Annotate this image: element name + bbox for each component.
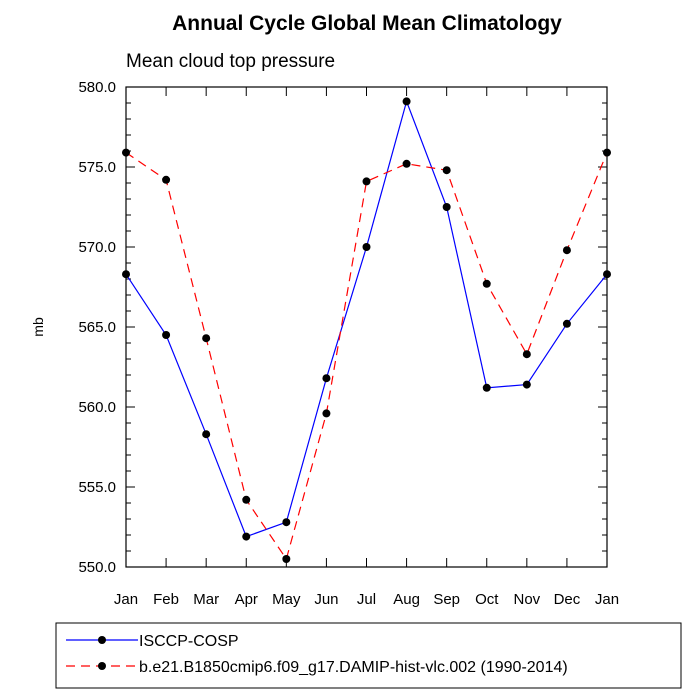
series-line-2 (125, 152, 608, 561)
series-2-point (202, 334, 211, 343)
series-1-point (562, 319, 571, 328)
legend-marker-1 (98, 636, 106, 644)
series-1-point (603, 270, 611, 279)
series-2-point (282, 555, 291, 563)
chart-title: Annual Cycle Global Mean Climatology (172, 12, 562, 35)
legend-marker-2 (98, 662, 106, 670)
series-2-point (322, 409, 331, 418)
x-tick-label: Apr (235, 591, 258, 608)
x-tick-label: Jan (114, 591, 138, 608)
series-2-point (162, 175, 171, 184)
y-tick-label: 575.0 (78, 159, 116, 176)
series-1-point (122, 270, 130, 279)
series-1-point (522, 380, 531, 389)
series-line-1 (125, 99, 608, 538)
x-tick-label: May (272, 591, 301, 608)
series-1-point (362, 243, 371, 251)
series-1-point (322, 374, 331, 383)
x-tick-label: Jul (357, 591, 376, 608)
x-tick-label: Jun (314, 591, 338, 608)
series-2-point (522, 350, 531, 359)
series-2-point (242, 495, 251, 504)
x-tick-label: Nov (513, 591, 540, 608)
series-2-point (603, 148, 611, 157)
y-tick-label: 560.0 (78, 399, 116, 416)
series-layer (122, 97, 611, 563)
x-tick-label: Aug (393, 591, 420, 608)
legend-label-2: b.e21.B1850cmip6.f09_g17.DAMIP-hist-vlc.… (139, 659, 568, 676)
x-tick-label: Dec (554, 591, 581, 608)
x-tick-label: Feb (153, 591, 179, 608)
y-tick-label: 550.0 (78, 559, 116, 576)
series-1-point (282, 518, 291, 527)
x-tick-label: Mar (193, 591, 219, 608)
series-2-point (362, 177, 371, 186)
legend-entry-1: ISCCP-COSP (66, 633, 239, 650)
y-tick-label: 570.0 (78, 239, 116, 256)
y-axis-label: mb (30, 317, 46, 337)
x-tick-label: Jan (595, 591, 619, 608)
series-2-point (482, 279, 491, 288)
legend-box (55, 622, 682, 689)
series-2-point (402, 159, 411, 168)
legend-label-1: ISCCP-COSP (139, 633, 239, 650)
series-2-point (442, 166, 451, 175)
x-tick-label: Sep (433, 591, 460, 608)
y-tick-label: 580.0 (78, 79, 116, 96)
y-tick-label: 555.0 (78, 479, 116, 496)
series-1-point (482, 383, 491, 392)
series-1-point (202, 430, 211, 439)
plot-frame (125, 86, 608, 568)
x-tick-label: Oct (475, 591, 499, 608)
y-tick-label: 565.0 (78, 319, 116, 336)
chart-subtitle: Mean cloud top pressure (126, 51, 335, 72)
series-1-point (442, 203, 451, 211)
series-2-point (562, 246, 571, 255)
series-1-point (242, 532, 251, 541)
ticks-layer: Jan Feb Mar Apr May Jun Jul Aug Sep Oct Nov Dec Jan 5… (78, 79, 619, 608)
series-2-point (122, 148, 130, 157)
series-1-point (402, 97, 411, 106)
series-1-point (162, 331, 171, 339)
legend-entry-2: b.e21.B1850cmip6.f09_g17.DAMIP-hist-vlc.… (66, 659, 568, 676)
